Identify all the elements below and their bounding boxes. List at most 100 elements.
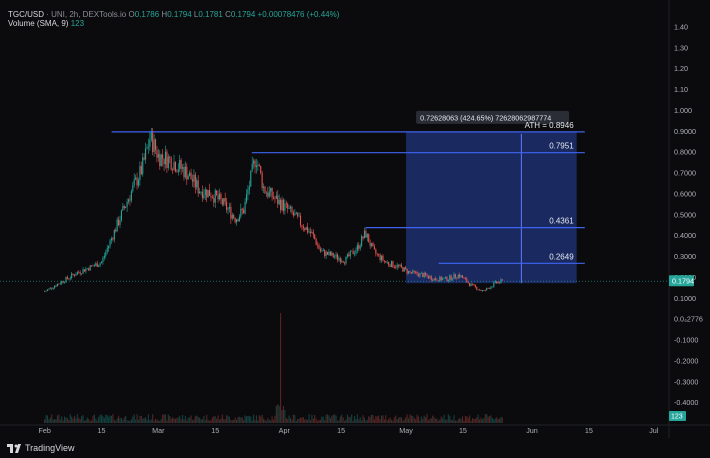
volume-bar	[325, 414, 327, 423]
volume-badge-text: 123	[671, 414, 683, 421]
price-axis-tick: 0.9000	[674, 127, 696, 136]
candle-body	[265, 192, 267, 194]
candle-body	[129, 199, 131, 201]
candle-body	[430, 276, 432, 280]
volume-bar	[342, 417, 344, 423]
candle-body	[267, 192, 269, 197]
volume-bar	[389, 417, 391, 423]
candle-body	[291, 206, 293, 213]
candle-body	[149, 139, 151, 147]
candle-body	[52, 288, 54, 289]
candle-body	[473, 284, 475, 286]
candle-body	[163, 158, 165, 165]
candle-body	[44, 291, 46, 293]
candle-body	[69, 277, 71, 279]
candle-body	[275, 195, 277, 199]
volume-bar	[91, 420, 93, 423]
volume-bar	[243, 420, 245, 423]
volume-bar	[426, 414, 428, 423]
volume-bar	[153, 420, 155, 423]
volume-bar	[486, 414, 488, 423]
volume-bar	[113, 419, 115, 423]
volume-bar	[285, 418, 287, 423]
candle-body	[471, 283, 474, 285]
price-axis-tick: 0.5000	[674, 210, 696, 219]
candle-body	[227, 208, 229, 210]
candle-body	[224, 198, 226, 202]
volume-bar	[425, 417, 427, 423]
price-axis-tick: 0.3000	[674, 252, 696, 261]
volume-bar	[393, 417, 395, 423]
candle-body	[341, 261, 343, 263]
volume-bar	[159, 420, 161, 423]
volume-bar	[494, 418, 496, 423]
volume-bar	[291, 419, 293, 423]
candle-body	[55, 286, 57, 287]
volume-bar	[142, 418, 144, 423]
tradingview-logo[interactable]: TradingView	[7, 443, 75, 453]
time-axis-tick: Mar	[152, 426, 165, 435]
volume-bar	[241, 417, 243, 423]
candle-body	[142, 157, 144, 175]
candle-body	[447, 279, 449, 282]
level-label: 0.7951	[549, 142, 574, 151]
volume-bar	[154, 418, 157, 423]
volume-bar	[476, 417, 478, 423]
candle-body	[187, 176, 189, 180]
volume-bar	[419, 420, 421, 423]
measure-label-bg	[416, 110, 570, 124]
candle-body	[197, 180, 199, 194]
volume-bar	[103, 418, 105, 423]
candle-body	[460, 275, 462, 278]
volume-bar	[172, 417, 174, 423]
volume-bar	[405, 417, 407, 423]
candle-body	[489, 288, 491, 289]
candle-body	[393, 267, 395, 268]
volume-bar	[459, 417, 461, 423]
candle-body	[297, 212, 299, 217]
volume-bar	[366, 419, 368, 423]
candle-body	[147, 146, 149, 148]
volume-bar	[423, 415, 425, 423]
candle-body	[76, 272, 78, 275]
volume-bar	[257, 420, 259, 423]
candle-body	[96, 263, 98, 267]
candle-body	[281, 199, 283, 211]
volume-bar	[396, 419, 398, 423]
volume-bar	[187, 417, 189, 423]
volume-indicator-label[interactable]: Volume (SMA, 9)	[8, 19, 69, 28]
volume-bar	[184, 415, 186, 423]
volume-bar	[311, 414, 313, 423]
candle-body	[236, 219, 238, 223]
volume-bar	[380, 415, 383, 423]
volume-bar	[211, 417, 213, 423]
candle-body	[140, 165, 142, 175]
volume-bar	[254, 420, 256, 423]
candle-body	[218, 193, 221, 200]
candle-body	[194, 174, 196, 188]
candle-body	[268, 191, 270, 197]
volume-bar	[89, 420, 91, 423]
time-axis-tick: Jul	[649, 426, 659, 435]
candle-body	[342, 261, 344, 263]
candle-body	[91, 265, 93, 266]
volume-bar	[314, 414, 316, 423]
candle-body	[152, 131, 154, 153]
volume-bar	[348, 416, 350, 423]
volume-bar	[48, 419, 50, 423]
volume-bar	[213, 416, 215, 423]
volume-bar	[199, 417, 201, 423]
volume-bar	[164, 414, 167, 423]
volume-bar	[412, 415, 414, 423]
candle-body	[217, 195, 219, 200]
candle-body	[272, 197, 275, 199]
symbol-label[interactable]: TGC/USD	[8, 10, 44, 19]
candle-body	[200, 191, 202, 193]
volume-bar	[162, 414, 164, 423]
volume-bar	[115, 420, 117, 423]
volume-bar	[169, 416, 171, 423]
volume-bar	[413, 418, 415, 423]
candle-body	[98, 265, 100, 267]
